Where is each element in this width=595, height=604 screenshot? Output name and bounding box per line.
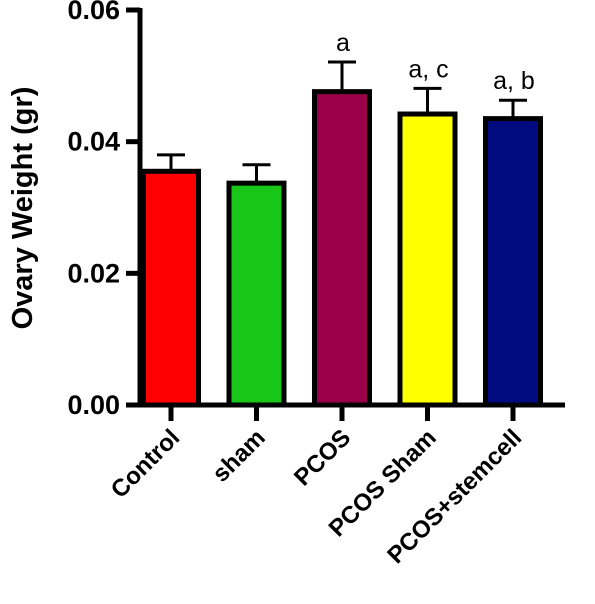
y-tick-label: 0.02	[67, 258, 120, 288]
significance-label: a, b	[493, 67, 535, 95]
category-label: sham	[207, 424, 270, 487]
significance-label: a	[336, 29, 350, 57]
y-axis-title: Ovary Weight (gr)	[7, 87, 39, 330]
category-label: PCOS	[289, 424, 356, 491]
bars-layer	[141, 89, 543, 408]
error-bars-layer	[157, 60, 527, 184]
bar	[312, 89, 372, 408]
y-tick-label: 0.04	[67, 127, 120, 157]
bar	[397, 111, 458, 408]
significance-label: a, c	[408, 55, 448, 83]
y-tick-label: 0.06	[67, 0, 120, 25]
y-tick-label: 0.00	[67, 390, 120, 420]
bar	[141, 168, 201, 408]
y-axis: 0.00 0.02 0.04 0.06	[67, 0, 143, 420]
category-label: Control	[106, 424, 185, 503]
significance-labels-layer: a a, c a, b	[336, 29, 535, 95]
bar	[483, 116, 543, 408]
bar	[226, 180, 287, 408]
